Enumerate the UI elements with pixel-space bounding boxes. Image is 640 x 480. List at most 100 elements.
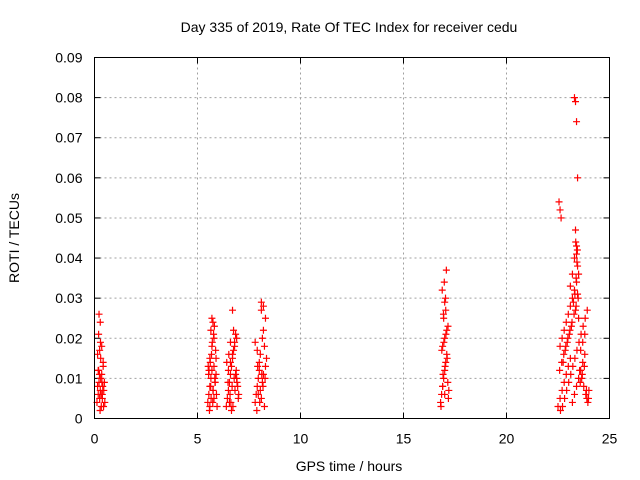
data-point (96, 318, 104, 326)
data-point (573, 382, 581, 390)
data-point (439, 342, 447, 350)
data-point (582, 390, 590, 398)
data-point (228, 382, 236, 390)
data-point (570, 94, 578, 102)
x-tick-label: 15 (396, 431, 412, 447)
data-point (206, 402, 214, 410)
data-point (254, 390, 262, 398)
data-point (97, 354, 105, 362)
data-point (255, 366, 263, 374)
y-tick-labels: 0 0.01 0.02 0.03 0.04 0.05 0.06 0.07 0.08 0.09 (55, 50, 82, 427)
data-point (444, 394, 452, 402)
y-tick-label: 0.09 (55, 50, 82, 66)
data-point (227, 398, 235, 406)
data-point (230, 346, 238, 354)
data-point (570, 254, 578, 262)
y-tick-label: 0.06 (55, 170, 82, 186)
data-point (573, 118, 581, 126)
data-point (562, 342, 570, 350)
x-tick-label: 10 (293, 431, 309, 447)
data-point (230, 326, 238, 334)
x-tick-label: 0 (91, 431, 99, 447)
data-point (572, 226, 580, 234)
data-point (555, 198, 563, 206)
data-point (251, 338, 259, 346)
data-point (95, 330, 103, 338)
data-point (565, 378, 573, 386)
data-point (558, 358, 566, 366)
data-point (580, 382, 588, 390)
data-point (258, 378, 266, 386)
y-tick-label: 0.05 (55, 210, 82, 226)
data-point (570, 310, 578, 318)
data-point (443, 354, 451, 362)
data-point (261, 362, 269, 370)
y-axis-label: ROTI / TECUs (6, 193, 22, 283)
data-point (574, 294, 582, 302)
data-point (254, 362, 262, 370)
data-point (95, 310, 103, 318)
data-point (581, 350, 589, 358)
data-point (98, 378, 106, 386)
data-point (101, 398, 109, 406)
data-point (256, 398, 264, 406)
data-point (572, 238, 580, 246)
data-point (582, 386, 590, 394)
data-point (257, 394, 265, 402)
data-point (253, 406, 261, 414)
data-point (254, 374, 262, 382)
data-point (438, 346, 446, 354)
data-point (224, 386, 232, 394)
data-point (439, 370, 447, 378)
data-point (258, 334, 266, 342)
data-point (210, 322, 218, 330)
data-point (557, 214, 565, 222)
data-points (93, 94, 593, 414)
data-point (98, 390, 106, 398)
data-point (259, 326, 267, 334)
data-point (575, 270, 583, 278)
chart-title: Day 335 of 2019, Rate Of TEC Index for r… (181, 19, 518, 35)
data-point (443, 326, 451, 334)
data-point (576, 378, 584, 386)
data-point (212, 370, 220, 378)
data-point (438, 286, 446, 294)
x-tick-label: 20 (499, 431, 515, 447)
data-point (212, 346, 220, 354)
data-point (578, 374, 586, 382)
data-point (445, 386, 453, 394)
data-point (442, 266, 450, 274)
data-point (212, 390, 220, 398)
data-point (568, 270, 576, 278)
data-point (441, 362, 449, 370)
data-point (100, 402, 108, 410)
data-point (556, 206, 564, 214)
data-point (560, 350, 568, 358)
data-point (208, 338, 216, 346)
x-tick-label: 25 (602, 431, 618, 447)
x-tick-labels: 0 5 10 15 20 25 (91, 431, 618, 447)
data-point (440, 278, 448, 286)
data-point (576, 366, 584, 374)
data-point (261, 314, 269, 322)
data-point (263, 354, 271, 362)
data-point (259, 302, 267, 310)
data-point (574, 174, 582, 182)
plot-frame (94, 57, 610, 419)
data-point (580, 362, 588, 370)
data-point (573, 258, 581, 266)
data-point (209, 386, 217, 394)
data-point (556, 366, 564, 374)
data-point (97, 374, 105, 382)
data-point (208, 350, 216, 358)
data-point (442, 306, 450, 314)
data-point (561, 346, 569, 354)
data-point (208, 314, 216, 322)
data-point (260, 402, 268, 410)
data-point (563, 386, 571, 394)
data-point (572, 274, 580, 282)
data-point (207, 326, 215, 334)
data-point (257, 298, 265, 306)
data-point (578, 370, 586, 378)
